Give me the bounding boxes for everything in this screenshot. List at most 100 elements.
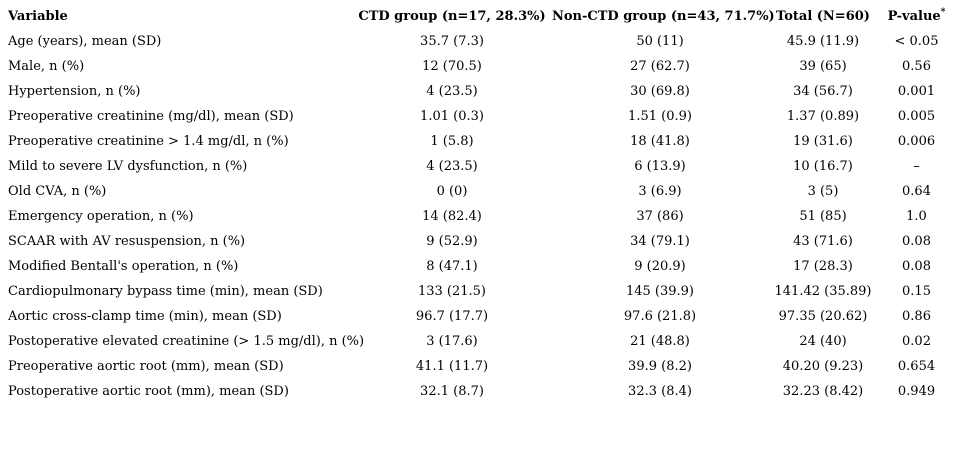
value-cell: 45.9 (11.9) <box>786 34 860 49</box>
value-cell: 39.9 (8.2) <box>628 359 692 374</box>
value-cell: 30 (69.8) <box>630 84 690 99</box>
value-cell: 18 (41.8) <box>630 134 690 149</box>
table-row: Modified Bentall's operation, n (%) 8 (47… <box>0 254 955 279</box>
value-cell: 3 (5) <box>807 184 839 199</box>
table-row: Hypertension, n (%) 4 (23.5) 30 (69.8) 34 (… <box>0 79 955 104</box>
value-cell: 1.51 (0.9) <box>628 109 692 124</box>
value-cell: 32.1 (8.7) <box>420 384 484 399</box>
variable-cell: Postoperative elevated creatinine (> 1.5… <box>8 334 365 349</box>
value-cell: 0.005 <box>897 109 936 124</box>
value-cell: – <box>913 159 920 174</box>
p-value-footnote-marker: * <box>940 7 946 18</box>
variable-cell: Preoperative creatinine (mg/dl), mean (S… <box>8 109 294 124</box>
value-cell: 0.15 <box>902 284 931 299</box>
value-cell: 4 (23.5) <box>426 84 478 99</box>
value-cell: 1 (5.8) <box>430 134 474 149</box>
value-cell: 51 (85) <box>799 209 847 224</box>
value-cell: 9 (52.9) <box>426 234 478 249</box>
header-row: Variable CTD group (n=17, 28.3%) Non-CTD… <box>0 4 955 29</box>
value-cell: 0.08 <box>902 234 931 249</box>
value-cell: < 0.05 <box>894 34 939 49</box>
value-cell: 34 (56.7) <box>793 84 853 99</box>
table-row: Male, n (%) 12 (70.5) 27 (62.7) 39 (65) 0.56 <box>0 54 955 79</box>
table-row: Emergency operation, n (%) 14 (82.4) 37 (8… <box>0 204 955 229</box>
variable-cell: Emergency operation, n (%) <box>8 209 194 224</box>
value-cell: 37 (86) <box>636 209 684 224</box>
variable-cell: Hypertension, n (%) <box>8 84 141 99</box>
table-row: Preoperative creatinine (mg/dl), mean (S… <box>0 104 955 129</box>
value-cell: 12 (70.5) <box>422 59 482 74</box>
variable-cell: Preoperative aortic root (mm), mean (SD) <box>8 359 284 374</box>
value-cell: 8 (47.1) <box>426 259 478 274</box>
variable-cell: SCAAR with AV resuspension, n (%) <box>8 234 246 249</box>
p-value-label: P-value <box>887 9 941 24</box>
table-row: Preoperative creatinine > 1.4 mg/dl, n (… <box>0 129 955 154</box>
value-cell: 24 (40) <box>799 334 847 349</box>
value-cell: 50 (11) <box>636 34 684 49</box>
value-cell: 97.35 (20.62) <box>778 309 868 324</box>
value-cell: 9 (20.9) <box>634 259 686 274</box>
value-cell: 19 (31.6) <box>793 134 853 149</box>
value-cell: 4 (23.5) <box>426 159 478 174</box>
table-body: Age (years), mean (SD) 35.7 (7.3) 50 (11) 4… <box>0 29 955 404</box>
variable-cell: Postoperative aortic root (mm), mean (SD… <box>8 384 289 399</box>
variable-cell: Male, n (%) <box>8 59 85 74</box>
value-cell: 34 (79.1) <box>630 234 690 249</box>
value-cell: 141.42 (35.89) <box>774 284 872 299</box>
value-cell: 40.20 (9.23) <box>782 359 864 374</box>
value-cell: 0.949 <box>897 384 936 399</box>
value-cell: 1.37 (0.89) <box>786 109 860 124</box>
table-row: Age (years), mean (SD) 35.7 (7.3) 50 (11) 4… <box>0 29 955 54</box>
table-header: Variable CTD group (n=17, 28.3%) Non-CTD… <box>0 4 955 29</box>
value-cell: 0.08 <box>902 259 931 274</box>
variable-cell: Mild to severe LV dysfunction, n (%) <box>8 159 248 174</box>
value-cell: 32.23 (8.42) <box>782 384 864 399</box>
value-cell: 0 (0) <box>436 184 468 199</box>
value-cell: 96.7 (17.7) <box>415 309 489 324</box>
value-cell: 0.006 <box>897 134 936 149</box>
table-row: Postoperative elevated creatinine (> 1.5… <box>0 329 955 354</box>
column-header-non-ctd-group: Non-CTD group (n=43, 71.7%) <box>552 9 775 24</box>
value-cell: 32.3 (8.4) <box>628 384 692 399</box>
value-cell: 1.01 (0.3) <box>420 109 484 124</box>
column-header-variable: Variable <box>8 9 68 24</box>
value-cell: 0.56 <box>902 59 931 74</box>
value-cell: 17 (28.3) <box>793 259 853 274</box>
value-cell: 35.7 (7.3) <box>420 34 484 49</box>
variable-cell: Aortic cross-clamp time (min), mean (SD) <box>8 309 282 324</box>
value-cell: 6 (13.9) <box>634 159 686 174</box>
variable-cell: Modified Bentall's operation, n (%) <box>8 259 239 274</box>
table-row: Postoperative aortic root (mm), mean (SD… <box>0 379 955 404</box>
variable-cell: Old CVA, n (%) <box>8 184 107 199</box>
patient-characteristics-table: Variable CTD group (n=17, 28.3%) Non-CTD… <box>0 4 955 404</box>
variable-cell: Age (years), mean (SD) <box>8 34 162 49</box>
value-cell: 27 (62.7) <box>630 59 690 74</box>
value-cell: 0.02 <box>902 334 931 349</box>
value-cell: 14 (82.4) <box>422 209 482 224</box>
value-cell: 10 (16.7) <box>793 159 853 174</box>
value-cell: 0.64 <box>902 184 931 199</box>
table-row: Mild to severe LV dysfunction, n (%) 4 (2… <box>0 154 955 179</box>
variable-cell: Cardiopulmonary bypass time (min), mean … <box>8 284 323 299</box>
table-row: Old CVA, n (%) 0 (0) 3 (6.9) 3 (5) 0.64 <box>0 179 955 204</box>
value-cell: 0.001 <box>897 84 936 99</box>
table-row: Cardiopulmonary bypass time (min), mean … <box>0 279 955 304</box>
value-cell: 0.86 <box>902 309 931 324</box>
value-cell: 21 (48.8) <box>630 334 690 349</box>
variable-cell: Preoperative creatinine > 1.4 mg/dl, n (… <box>8 134 289 149</box>
value-cell: 97.6 (21.8) <box>623 309 697 324</box>
value-cell: 43 (71.6) <box>793 234 853 249</box>
column-header-ctd-group: CTD group (n=17, 28.3%) <box>358 9 546 24</box>
table-row: Aortic cross-clamp time (min), mean (SD)… <box>0 304 955 329</box>
value-cell: 3 (17.6) <box>426 334 478 349</box>
value-cell: 145 (39.9) <box>625 284 695 299</box>
value-cell: 41.1 (11.7) <box>415 359 489 374</box>
column-header-total: Total (N=60) <box>776 9 870 24</box>
value-cell: 3 (6.9) <box>638 184 682 199</box>
column-header-p-value: P-value* <box>878 4 955 29</box>
table-row: SCAAR with AV resuspension, n (%) 9 (52.9… <box>0 229 955 254</box>
table-row: Preoperative aortic root (mm), mean (SD)… <box>0 354 955 379</box>
value-cell: 39 (65) <box>799 59 847 74</box>
value-cell: 1.0 <box>906 209 927 224</box>
